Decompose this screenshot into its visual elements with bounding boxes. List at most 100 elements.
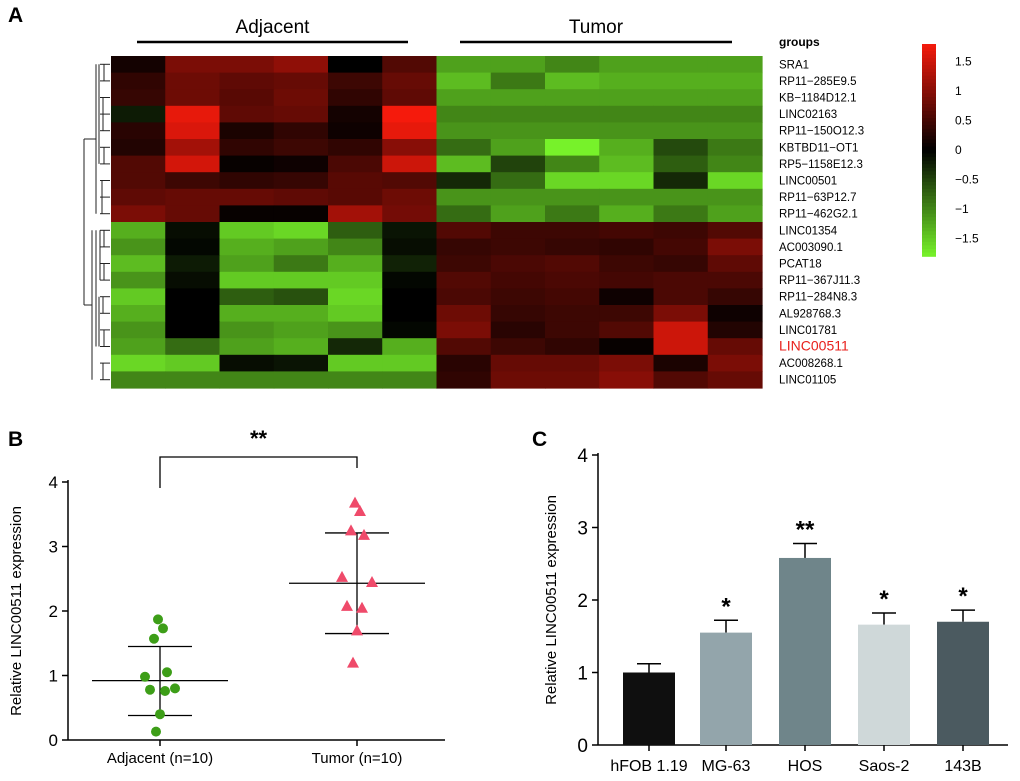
heatmap-cell	[436, 271, 492, 289]
heatmap-cell	[436, 238, 492, 256]
heatmap-cell	[545, 288, 600, 306]
heatmap-cell	[545, 188, 600, 206]
heatmap-cell	[111, 338, 166, 356]
data-point	[170, 683, 180, 694]
colorbar-segment	[922, 54, 936, 59]
colorbar-segment	[922, 224, 936, 229]
heatmap-cell	[653, 222, 709, 240]
row-label: RP11−367J11.3	[779, 275, 860, 287]
colorbar-segment	[922, 89, 936, 95]
heatmap-cell	[328, 371, 383, 389]
heatmap-cell	[653, 255, 709, 273]
data-point	[366, 575, 378, 587]
heatmap-cell	[545, 139, 600, 157]
heatmap-cell	[382, 205, 438, 223]
heatmap-cell	[707, 188, 763, 206]
heatmap-cell	[436, 338, 492, 356]
colorbar-segment	[922, 58, 936, 63]
heatmap-cell	[219, 354, 275, 372]
heatmap-cell	[328, 238, 383, 256]
heatmap-cell	[490, 172, 546, 190]
row-label: LINC01105	[779, 375, 836, 387]
heatmap-cell	[165, 105, 221, 123]
heatmap-cell	[273, 155, 329, 173]
colorbar-segment	[922, 111, 936, 116]
data-point	[354, 505, 366, 517]
data-point	[153, 614, 163, 625]
heatmap-cell	[382, 371, 438, 389]
row-label: RP11−462G2.1	[779, 209, 858, 221]
colorbar-tick-label: −1	[955, 202, 969, 216]
heatmap-cell	[273, 288, 329, 306]
heatmap-cell	[328, 288, 383, 306]
heatmap-cell	[165, 155, 221, 173]
heatmap-cell	[328, 105, 383, 123]
heatmap-cell	[707, 288, 763, 306]
heatmap-cell	[707, 255, 763, 273]
heatmap-cell	[436, 222, 492, 240]
y-tick-label: 0	[577, 736, 588, 757]
significance-marker: *	[958, 583, 968, 610]
colorbar-segment	[922, 100, 936, 105]
x-tick-label: Adjacent (n=10)	[107, 750, 213, 767]
heatmap-cell	[490, 238, 546, 256]
heatmap-cell	[490, 205, 546, 223]
colorbar-tick-label: 0	[955, 143, 962, 157]
x-tick-label: HOS	[788, 758, 823, 775]
heatmap-cell	[111, 56, 166, 74]
data-point	[158, 623, 168, 634]
y-tick-label: 1	[577, 664, 588, 685]
row-label: PCAT18	[779, 259, 822, 271]
heatmap-cell	[273, 122, 329, 140]
colorbar-segment	[922, 234, 936, 240]
heatmap-cell	[273, 271, 329, 289]
heatmap-cell	[707, 72, 763, 90]
panel-a-label: A	[8, 4, 23, 27]
heatmap-cell	[328, 354, 383, 372]
heatmap-cell	[219, 139, 275, 157]
heatmap-cell	[653, 89, 709, 107]
y-tick-label: 2	[577, 591, 588, 612]
heatmap-cell	[707, 205, 763, 223]
heatmap-cell	[273, 105, 329, 123]
heatmap-cell	[382, 105, 438, 123]
colorbar-segment	[922, 188, 936, 194]
heatmap-cell	[599, 321, 655, 339]
colorbar-segment	[922, 210, 936, 215]
heatmap-cell	[382, 255, 438, 273]
heatmap-cell	[165, 122, 221, 140]
row-label: KBTBD11−OT1	[779, 142, 858, 154]
heatmap-cell	[653, 321, 709, 339]
heatmap-cell	[111, 188, 166, 206]
heatmap-cell	[653, 354, 709, 372]
heatmap-cell	[490, 271, 546, 289]
heatmap-cell	[328, 271, 383, 289]
significance-marker: **	[250, 426, 268, 451]
heatmap-cell	[436, 89, 492, 107]
heatmap-cell	[382, 89, 438, 107]
heatmap-cell	[599, 338, 655, 356]
colorbar-segment	[922, 195, 936, 201]
heatmap-cell	[328, 222, 383, 240]
bar	[700, 632, 752, 745]
heatmap-cell	[219, 105, 275, 123]
heatmap-cell	[328, 155, 383, 173]
heatmap-cell	[382, 122, 438, 140]
heatmap-cell	[599, 305, 655, 323]
heatmap-cell	[599, 188, 655, 206]
heatmap-cell	[165, 188, 221, 206]
heatmap-cell	[273, 238, 329, 256]
heatmap-cell	[707, 122, 763, 140]
heatmap-cell	[707, 354, 763, 372]
heatmap-cell	[219, 271, 275, 289]
heatmap-cell	[328, 305, 383, 323]
heatmap-cell	[111, 139, 166, 157]
heatmap-cell	[219, 305, 275, 323]
heatmap-cell	[273, 139, 329, 157]
colorbar-segment	[922, 68, 936, 74]
y-tick-label: 2	[49, 602, 58, 621]
row-label: RP5−1158E12.3	[779, 159, 863, 171]
heatmap-cell	[599, 122, 655, 140]
heatmap-cell	[328, 122, 383, 140]
heatmap-cell	[273, 72, 329, 90]
